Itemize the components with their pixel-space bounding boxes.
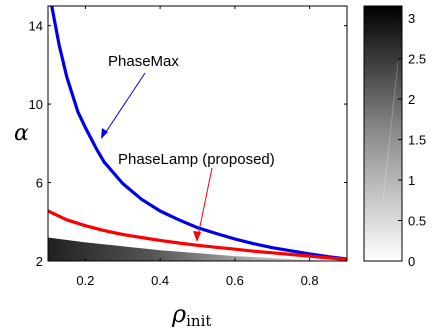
x-tick-label: 0.8 — [301, 273, 319, 288]
phasemax-arrow-line — [103, 72, 146, 136]
y-tick-label: 14 — [29, 19, 43, 34]
phaselamp-annotation: PhaseLamp (proposed) — [118, 151, 275, 168]
heatmap-layer — [48, 237, 347, 261]
x-tick-label: 0.2 — [76, 273, 94, 288]
series-layer — [48, 6, 347, 261]
annotation-arrows — [101, 72, 213, 242]
colorbar-tick-label: 2.5 — [408, 52, 426, 67]
y-tick-label: 6 — [36, 176, 43, 191]
colorbar-artifact — [382, 61, 399, 201]
phasemax-arrow-head — [101, 128, 108, 139]
colorbar-tick-label: 1 — [408, 173, 415, 188]
y-axis-ticks: 2 6 10 14 — [29, 19, 347, 269]
x-tick-label: 0.6 — [226, 273, 244, 288]
colorbar-tick-label: 1.5 — [408, 133, 426, 148]
phaselamp-arrow-head — [193, 231, 201, 242]
x-axis-label: ρinit — [171, 300, 211, 330]
phaselamp-arrow-line — [197, 167, 213, 237]
colorbar-gradient — [364, 6, 402, 261]
y-axis-label: α — [14, 121, 29, 146]
colorbar-tick-label: 0 — [408, 254, 415, 269]
x-axis-ticks: 0.2 0.4 0.6 0.8 — [76, 6, 319, 288]
colorbar-tick-label: 0.5 — [408, 214, 426, 229]
colorbar-tick-label: 2 — [408, 92, 415, 107]
phasemax-annotation: PhaseMax — [108, 53, 179, 70]
colorbar-frame — [363, 5, 403, 262]
series-line-phasemax — [50, 6, 347, 261]
plot-area — [48, 6, 347, 261]
x-tick-label: 0.4 — [151, 273, 169, 288]
x-axis-label-symbol: ρ — [171, 300, 186, 328]
y-tick-label: 10 — [29, 97, 43, 112]
plot-frame — [47, 5, 348, 262]
colorbar-tick-label: 3 — [408, 11, 415, 26]
series-line-phaselamp — [48, 209, 347, 261]
y-tick-label: 2 — [36, 254, 43, 269]
x-axis-label-subscript: init — [186, 312, 211, 330]
colorbar-ticks: 0 0.5 1 1.5 2 2.5 3 — [398, 11, 426, 269]
heatmap-region — [48, 237, 347, 261]
